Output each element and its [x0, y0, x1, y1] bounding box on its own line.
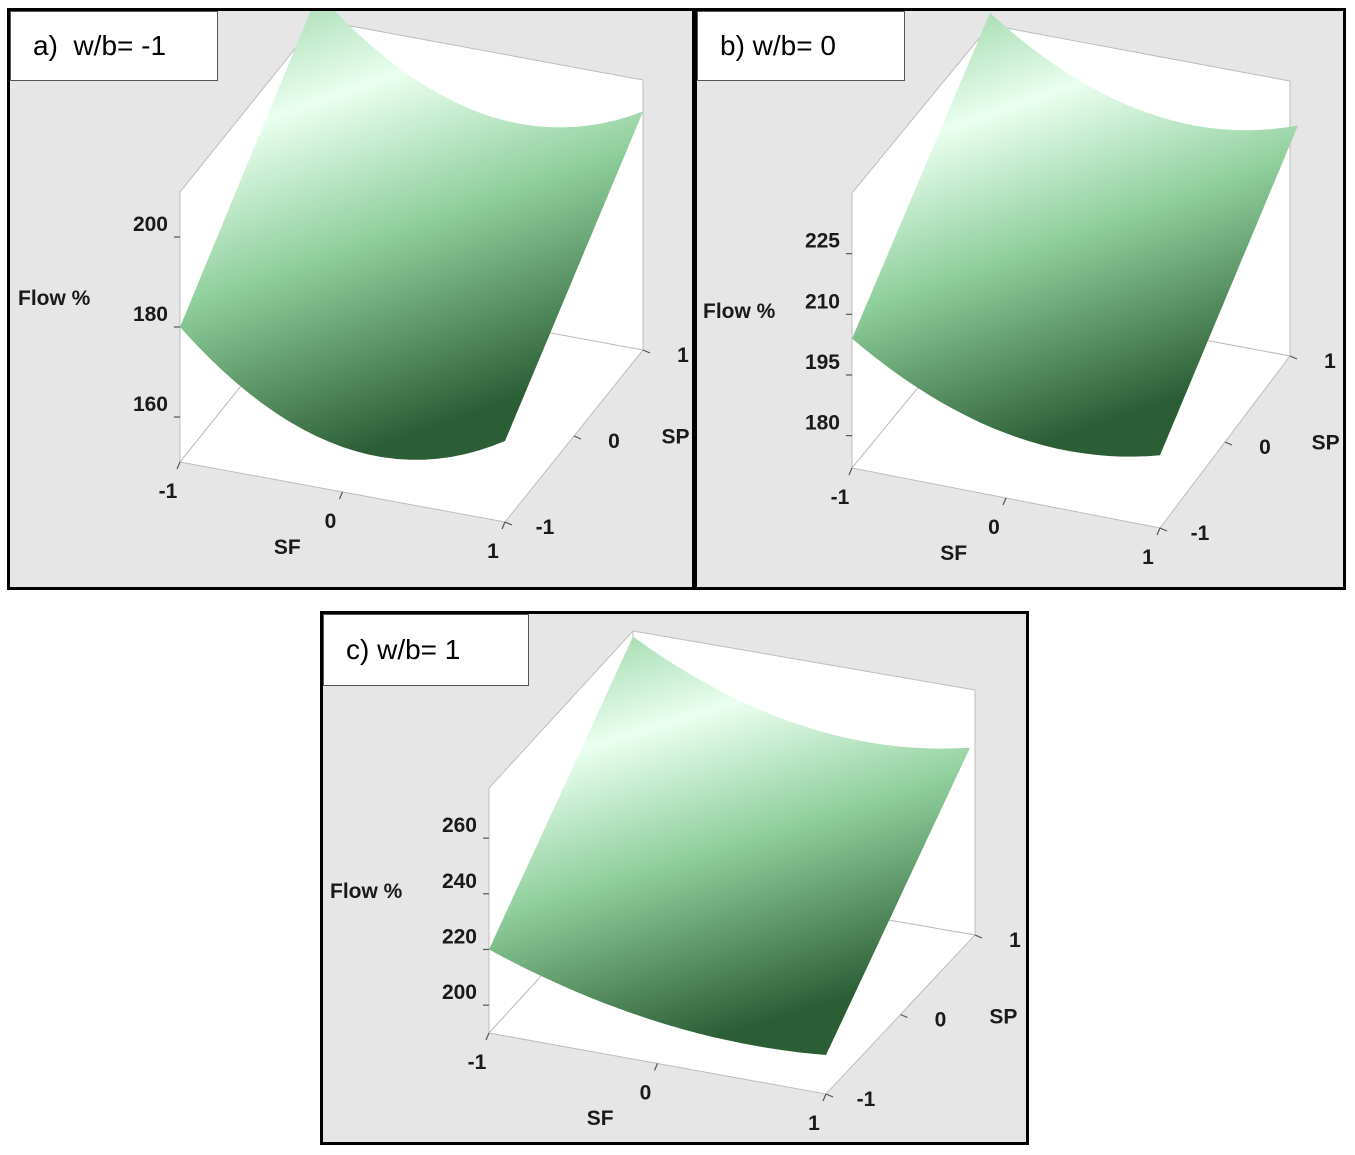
x-tick-label: 0: [988, 516, 1000, 539]
x-tick-mark: [485, 1032, 490, 1041]
y-tick-label: 0: [1259, 436, 1271, 459]
response-surface: [489, 636, 970, 1055]
x-tick-label: 1: [808, 1112, 820, 1135]
y-tick-label: 1: [1009, 929, 1021, 952]
y-tick-label: 1: [1324, 350, 1336, 373]
z-tick-label: 225: [805, 230, 840, 253]
y-tick-mark: [900, 1013, 908, 1019]
y-tick-mark: [1159, 527, 1168, 532]
y-axis-label: SP: [989, 1005, 1017, 1028]
x-tick-mark: [1002, 497, 1007, 506]
z-tick-label: 180: [805, 412, 840, 435]
x-axis-label: SF: [274, 536, 301, 559]
x-tick-mark: [653, 1063, 659, 1071]
surface-plot-c: 200 220 240 260 Flow % -1 0 1 SF -1 0 1 SP: [330, 629, 1021, 1135]
z-tick-label: 220: [442, 925, 477, 948]
response-surface: [852, 12, 1298, 457]
y-tick-label: 0: [608, 430, 620, 453]
z-axis-label: Flow %: [330, 880, 403, 903]
panel-c: 200 220 240 260 Flow % -1 0 1 SF -1 0 1 SP c) w/b= 1: [320, 611, 1029, 1145]
z-tick-label: 240: [442, 870, 477, 893]
y-tick-mark: [1289, 355, 1298, 360]
y-tick-label: -1: [857, 1088, 876, 1111]
z-axis-label: Flow %: [703, 300, 776, 323]
z-tick-label: 160: [133, 393, 168, 416]
x-axis-label: SF: [587, 1107, 614, 1130]
panel-label-b: b) w/b= 0: [697, 11, 905, 81]
y-tick-label: -1: [1191, 522, 1210, 545]
surface-plot-b: 180 195 210 225 Flow % -1 0 1 SF -1 0 1 SP: [703, 12, 1340, 569]
x-tick-label: -1: [159, 480, 178, 503]
y-axis-label: SP: [662, 425, 690, 448]
surface-plot-a: 160 180 200 Flow % -1 0 1 SF -1 0 1 SP: [18, 11, 690, 563]
x-tick-mark: [338, 491, 344, 500]
z-tick-label: 195: [805, 351, 840, 374]
panel-label-c: c) w/b= 1: [323, 614, 529, 686]
x-tick-mark: [1156, 527, 1161, 536]
x-tick-label: 0: [325, 510, 337, 533]
y-tick-label: 0: [935, 1009, 947, 1032]
z-tick-label: 200: [442, 981, 477, 1004]
y-tick-mark: [642, 349, 651, 354]
z-tick-label: 260: [442, 814, 477, 837]
x-tick-mark: [848, 467, 853, 476]
panel-label-a: a) w/b= -1: [10, 11, 218, 81]
y-tick-mark: [825, 1093, 834, 1098]
z-tick-label: 180: [133, 303, 168, 326]
x-tick-label: 1: [487, 540, 499, 563]
y-tick-mark: [504, 521, 513, 526]
z-tick-label: 200: [133, 213, 168, 236]
y-tick-mark: [1224, 441, 1233, 446]
z-tick-label: 210: [805, 290, 840, 313]
x-tick-label: 0: [640, 1082, 652, 1105]
x-tick-label: -1: [831, 486, 850, 509]
x-tick-mark: [501, 521, 506, 530]
y-tick-mark: [974, 934, 983, 939]
panel-a: 160 180 200 Flow % -1 0 1 SF -1 0 1 SP a) w/b= -1: [7, 8, 695, 590]
x-tick-mark: [822, 1093, 827, 1102]
x-axis-label: SF: [940, 542, 967, 565]
x-tick-mark: [176, 461, 181, 470]
x-tick-label: -1: [468, 1051, 487, 1074]
z-axis-label: Flow %: [18, 287, 91, 310]
y-tick-label: -1: [536, 516, 555, 539]
panel-b: 180 195 210 225 Flow % -1 0 1 SF -1 0 1 SP b) w/b= 0: [694, 8, 1346, 590]
y-axis-label: SP: [1312, 431, 1340, 454]
x-tick-label: 1: [1142, 546, 1154, 569]
y-tick-label: 1: [677, 344, 689, 367]
response-surface: [180, 11, 643, 460]
y-tick-mark: [573, 435, 582, 440]
